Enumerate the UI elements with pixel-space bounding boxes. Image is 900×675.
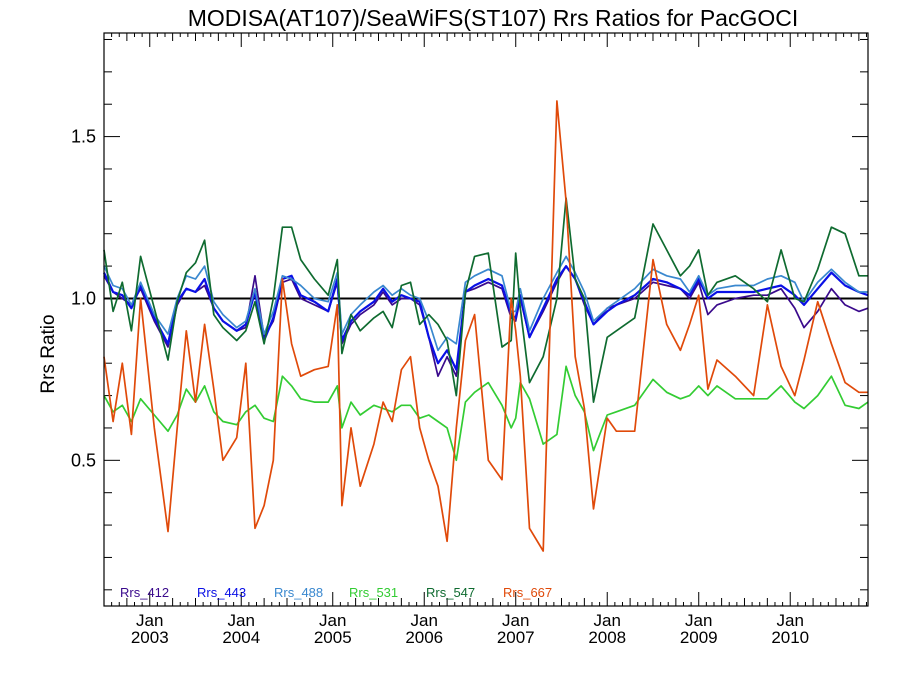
y-tick-label: 0.5: [71, 450, 96, 470]
plot-area: 0.51.01.5Jan2003Jan2004Jan2005Jan2006Jan…: [71, 33, 869, 647]
series-line-rrs-667: [103, 100, 868, 552]
y-axis-label: Rrs Ratio: [38, 314, 59, 393]
legend-entry: Rrs_412: [120, 585, 169, 600]
x-tick-month-label: Jan: [502, 611, 529, 630]
x-tick-month-label: Jan: [411, 611, 438, 630]
x-tick-month-label: Jan: [228, 611, 255, 630]
series-line-rrs-488: [103, 255, 868, 352]
series-line-rrs-547: [103, 197, 868, 403]
y-tick-label: 1.5: [71, 127, 96, 147]
x-tick-year-label: 2006: [405, 628, 443, 647]
x-tick-year-label: 2004: [222, 628, 260, 647]
legend-entry: Rrs_488: [274, 585, 323, 600]
x-tick-year-label: 2007: [497, 628, 535, 647]
x-tick-month-label: Jan: [685, 611, 712, 630]
plot-frame: [103, 32, 869, 607]
legend-entry: Rrs_443: [197, 585, 246, 600]
x-tick-year-label: 2003: [131, 628, 169, 647]
series-line-rrs-531: [103, 365, 869, 462]
x-tick-month-label: Jan: [777, 611, 804, 630]
legend-entry: Rrs_667: [503, 585, 552, 600]
chart-title: MODISA(AT107)/SeaWiFS(ST107) Rrs Ratios …: [188, 5, 799, 31]
x-tick-month-label: Jan: [594, 611, 621, 630]
x-tick-year-label: 2005: [314, 628, 352, 647]
x-tick-year-label: 2010: [771, 628, 809, 647]
legend-entry: Rrs_531: [349, 585, 398, 600]
y-tick-label: 1.0: [71, 288, 96, 308]
x-tick-month-label: Jan: [319, 611, 346, 630]
x-tick-year-label: 2008: [588, 628, 626, 647]
x-tick-month-label: Jan: [136, 611, 163, 630]
x-tick-year-label: 2009: [680, 628, 718, 647]
series-line-rrs-443: [103, 265, 869, 371]
legend-entry: Rrs_547: [426, 585, 475, 600]
